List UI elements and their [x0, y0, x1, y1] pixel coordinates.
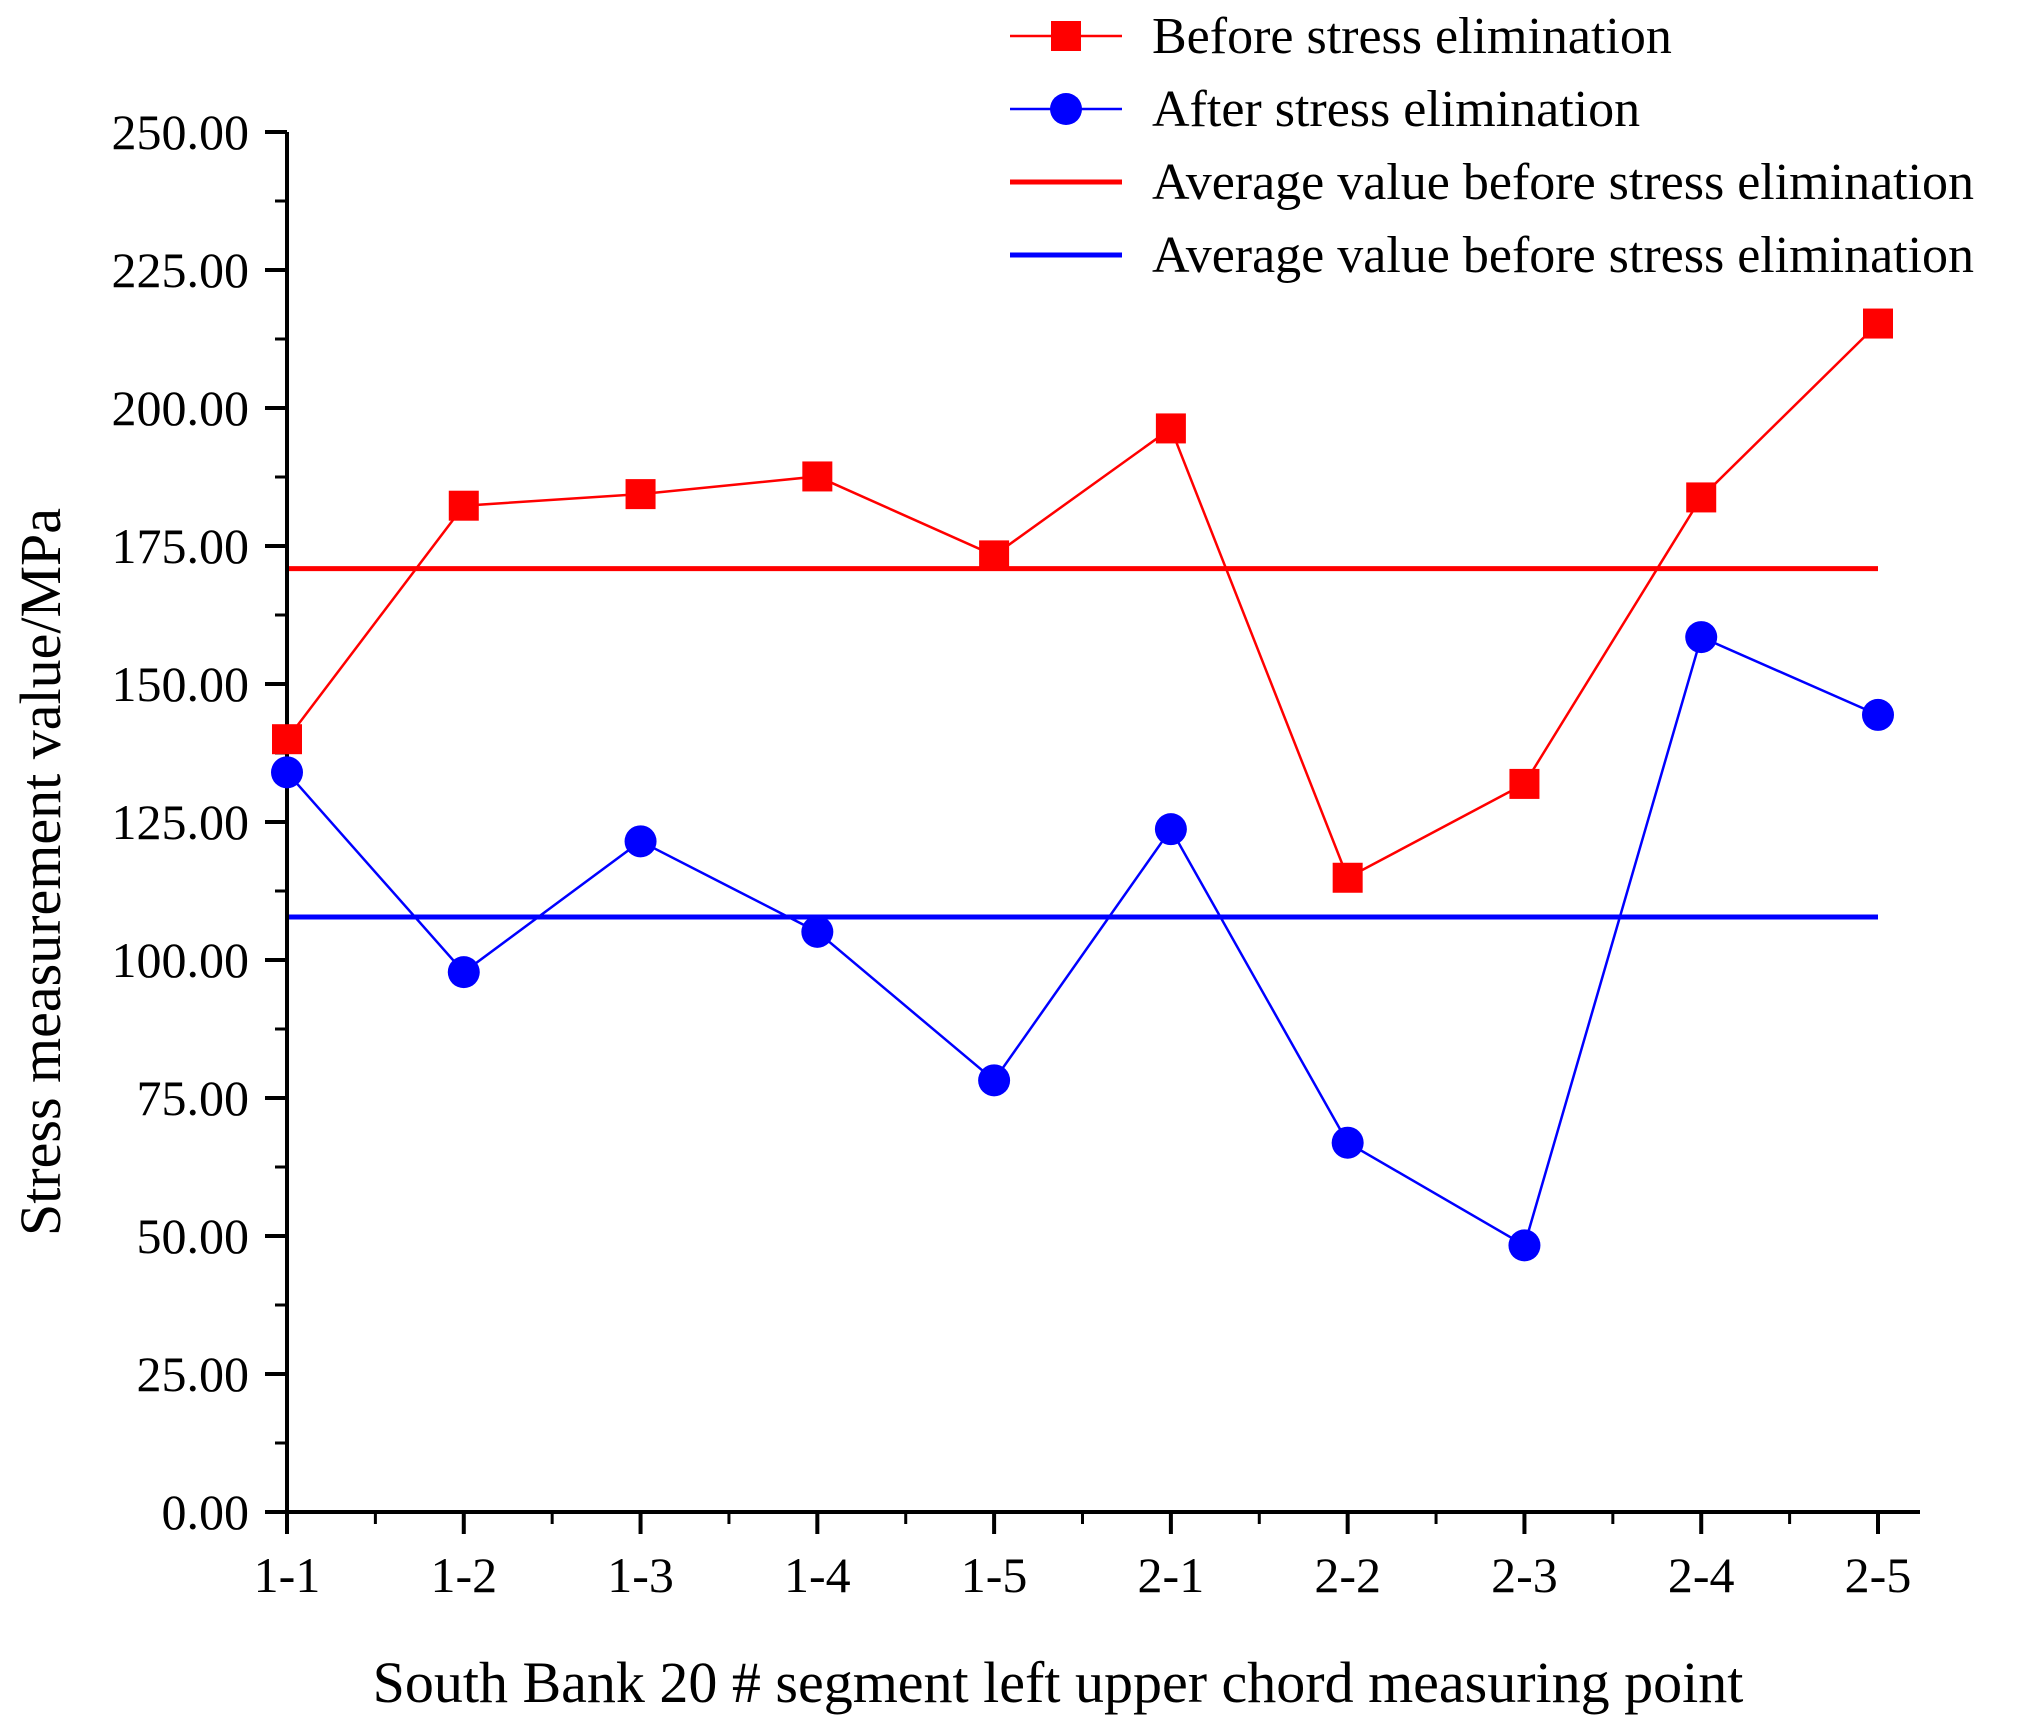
legend-item: After stress elimination: [1010, 81, 1640, 138]
series-1-point: [979, 540, 1010, 571]
series-2-point: [1154, 813, 1187, 846]
x-tick-label: 1-5: [961, 1547, 1028, 1603]
y-tick-label: 175.00: [112, 518, 250, 574]
series-2-point: [978, 1064, 1011, 1097]
y-tick-label: 250.00: [112, 104, 250, 160]
series-line-1: [286, 322, 1879, 880]
series-2-point: [624, 825, 657, 858]
reference-lines: [287, 566, 1878, 920]
x-axis-title: South Bank 20 # segment left upper chord…: [373, 1650, 1744, 1715]
x-tick-label: 1-2: [430, 1547, 497, 1603]
series-lines: [286, 322, 1879, 1248]
series-2-point: [447, 956, 480, 989]
legend-label: Average value before stress elimination: [1152, 227, 1974, 284]
series-2-point: [1331, 1126, 1364, 1159]
y-tick-label: 125.00: [112, 794, 250, 850]
series-line-2: [286, 635, 1879, 1248]
series-1-point: [802, 461, 833, 492]
legend-item: Average value before stress elimination: [1010, 227, 1974, 284]
series-2-point: [1862, 698, 1894, 731]
legend-label: Before stress elimination: [1152, 8, 1672, 65]
y-tick-label: 100.00: [112, 932, 250, 988]
series-1-point: [1863, 308, 1893, 339]
y-tick-label: 225.00: [112, 242, 250, 298]
series-2-point: [271, 756, 303, 789]
axes: 0.00 25.00 50.00 75.00 100.00 125.00 150.00 175…: [112, 104, 1920, 1603]
y-tick-label: 75.00: [137, 1070, 250, 1126]
legend-label: After stress elimination: [1152, 81, 1640, 138]
x-tick-label: 2-2: [1314, 1547, 1381, 1603]
series-1-point: [1686, 482, 1717, 513]
y-tick-label: 150.00: [112, 656, 250, 712]
series-1-point: [448, 490, 479, 521]
legend-label: Average value before stress elimination: [1152, 154, 1974, 211]
x-tick-label: 2-3: [1491, 1547, 1558, 1603]
x-tick-label: 1-3: [607, 1547, 674, 1603]
series-1-point: [272, 724, 302, 755]
y-axis-title: Stress measurement value/MPa: [8, 508, 73, 1236]
series-markers: [271, 308, 1894, 1262]
series-1-point: [625, 479, 656, 510]
y-tick-label: 50.00: [137, 1208, 250, 1264]
series-2-point: [1685, 621, 1718, 654]
series-1-point: [1155, 413, 1186, 444]
series-2-point: [1508, 1229, 1541, 1262]
series-1-point: [1332, 862, 1363, 893]
legend-item: Average value before stress elimination: [1010, 154, 1974, 211]
y-tick-label: 25.00: [137, 1346, 250, 1402]
y-tick-label: 0.00: [162, 1484, 250, 1540]
y-tick-label: 200.00: [112, 380, 250, 436]
x-tick-label: 1-1: [254, 1547, 321, 1603]
x-tick-label: 1-4: [784, 1547, 851, 1603]
x-tick-label: 2-1: [1138, 1547, 1205, 1603]
series-2-point: [801, 915, 834, 948]
series-1-point: [1509, 768, 1540, 799]
x-tick-label: 2-5: [1845, 1547, 1912, 1603]
legend-marker: [1050, 93, 1082, 125]
legend-item: Before stress elimination: [1010, 8, 1672, 65]
legend: Before stress elimination After stress el…: [1010, 8, 1974, 284]
x-tick-label: 2-4: [1668, 1547, 1735, 1603]
legend-marker: [1051, 21, 1081, 51]
